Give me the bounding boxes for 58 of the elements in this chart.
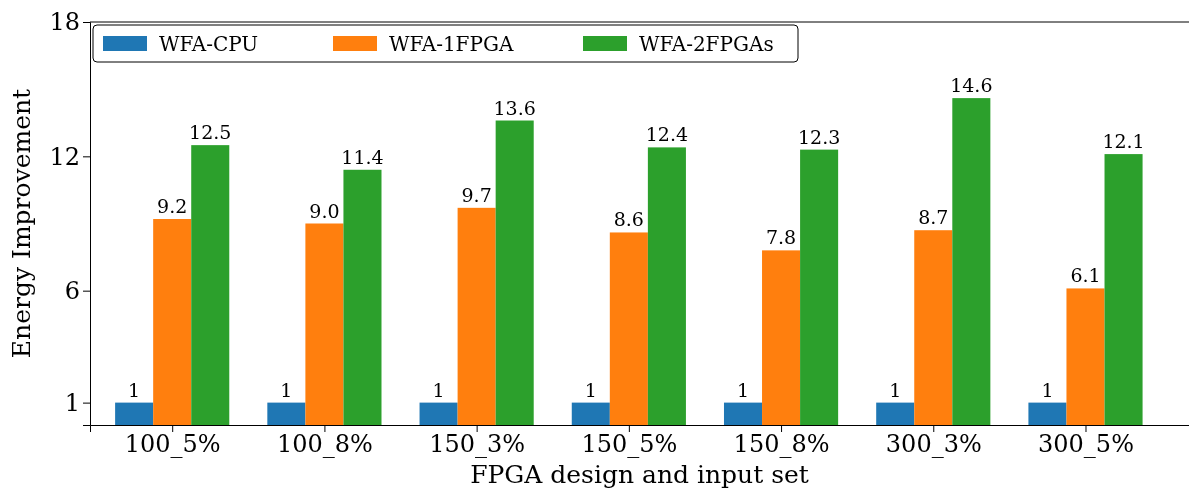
bar — [419, 402, 458, 425]
legend-label: WFA-2FPGAs — [639, 32, 774, 56]
y-tick-label: 6 — [64, 276, 80, 305]
data-label: 1 — [432, 378, 445, 401]
bar — [1066, 288, 1105, 425]
x-tick-label: 100_8% — [276, 430, 373, 459]
data-label: 1 — [280, 378, 293, 401]
data-label: 12.5 — [189, 121, 232, 144]
bar — [191, 145, 230, 425]
data-label: 14.6 — [950, 74, 993, 97]
bar — [115, 402, 154, 425]
bar — [647, 147, 686, 425]
legend-label: WFA-CPU — [159, 32, 259, 56]
bar — [800, 149, 839, 425]
data-label: 8.6 — [613, 208, 644, 231]
data-label: 1 — [128, 378, 141, 401]
data-label: 1 — [736, 378, 750, 401]
bar — [609, 232, 648, 425]
bar — [153, 219, 192, 425]
bar — [1104, 154, 1143, 425]
bar — [914, 230, 953, 425]
x-tick-label: 300_5% — [1038, 430, 1134, 459]
x-axis-title: FPGA design and input set — [470, 460, 809, 489]
data-label: 9.2 — [157, 195, 188, 218]
data-label: 11.4 — [341, 145, 384, 168]
bar — [876, 402, 915, 425]
bar — [723, 402, 763, 425]
bar — [457, 207, 496, 425]
bar — [952, 98, 991, 425]
data-label: 12.1 — [1102, 130, 1145, 153]
data-label: 12.3 — [797, 125, 841, 148]
data-label: 8.7 — [918, 206, 949, 229]
data-label: 6.1 — [1070, 264, 1101, 287]
data-label: 1 — [1041, 378, 1054, 401]
x-tick-label: 150_3% — [429, 430, 526, 459]
x-tick-label: 300_3% — [885, 430, 982, 459]
y-tick-label: 12 — [49, 142, 80, 171]
y-tick-label: 1 — [64, 388, 80, 417]
data-label: 1 — [889, 378, 902, 401]
x-tick-label: 150_5% — [581, 430, 678, 459]
bar — [305, 223, 344, 425]
x-tick-label: 150_8% — [733, 430, 830, 459]
x-tick-label: 100_5% — [124, 430, 221, 459]
bar — [571, 402, 610, 425]
data-label: 9.7 — [461, 183, 492, 206]
data-label: 12.4 — [645, 123, 689, 146]
y-tick-label: 18 — [49, 8, 80, 37]
bar — [343, 169, 382, 425]
bar — [762, 250, 801, 425]
data-label: 9.0 — [309, 199, 340, 222]
bar — [267, 402, 306, 425]
bar — [1028, 402, 1067, 425]
data-label: 13.6 — [493, 96, 536, 119]
bar — [495, 120, 534, 425]
data-label: 7.8 — [765, 226, 797, 249]
data-label: 1 — [584, 378, 597, 401]
y-axis-title: Energy Improvement — [7, 88, 36, 359]
legend-label: WFA-1FPGA — [389, 32, 514, 56]
